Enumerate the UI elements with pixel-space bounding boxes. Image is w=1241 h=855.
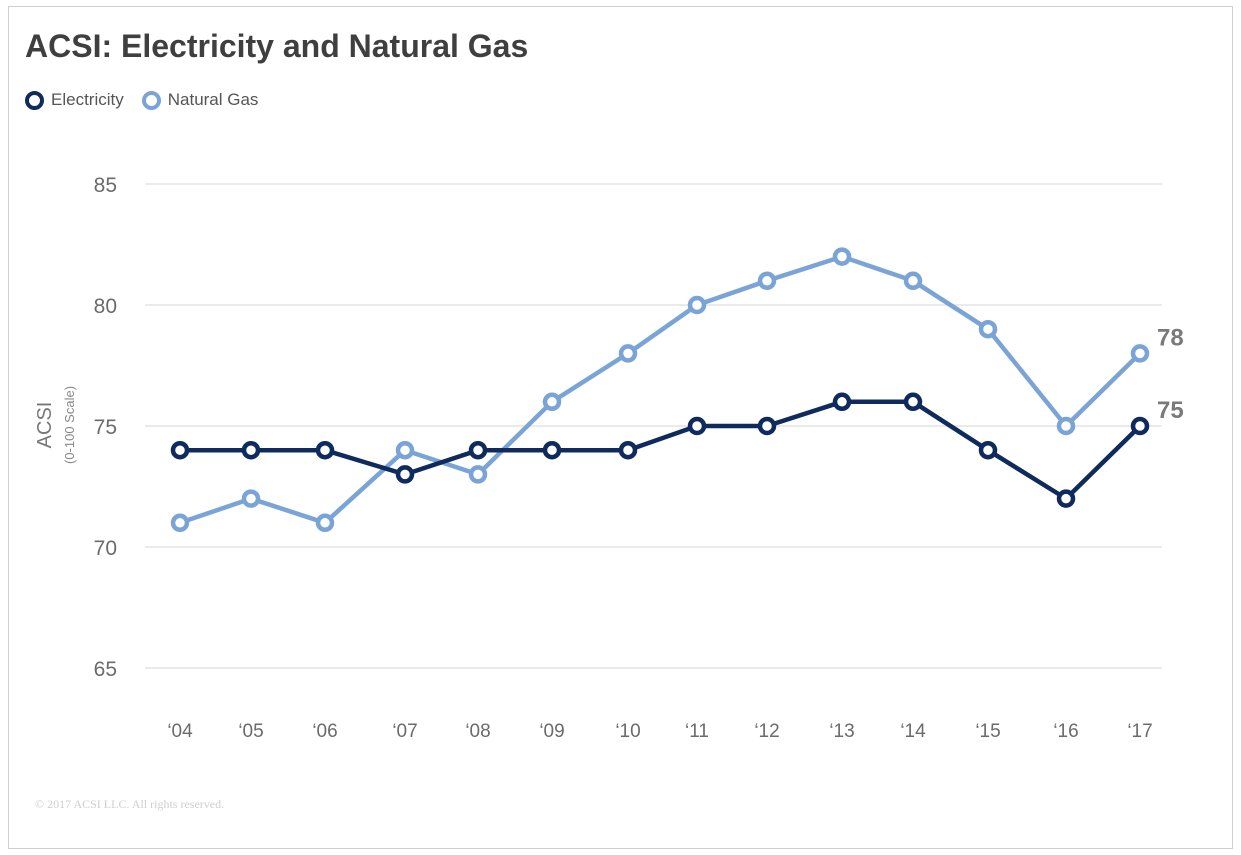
series-line-natural-gas — [179, 254, 1142, 526]
data-point-electricity — [978, 440, 998, 460]
data-point-natural-gas — [978, 319, 998, 339]
legend-marker-natural-gas — [141, 90, 161, 110]
chart-title: ACSI: Electricity and Natural Gas — [25, 28, 529, 64]
x-tick-label: ‘04 — [167, 721, 193, 742]
data-point-electricity — [832, 392, 852, 412]
data-point-natural-gas — [1130, 344, 1150, 363]
chart-frame — [8, 6, 1233, 849]
data-point-electricity — [757, 416, 777, 436]
x-tick-labels: ‘04 ‘05 ‘06 ‘07 ‘08 ‘09 ‘10 ‘11 ‘12 ‘13 ‘14 ‘15 ‘16 ‘… — [167, 721, 1152, 742]
end-label-natural-gas: 78 — [1157, 324, 1184, 351]
series-electricity: 75 — [170, 392, 1184, 508]
data-point-natural-gas — [315, 513, 335, 533]
data-point-electricity — [170, 440, 190, 460]
end-label-electricity: 75 — [1157, 397, 1184, 424]
y-axis-subtitle: (0-100 Scale) — [62, 386, 77, 464]
series-natural-gas: 78 — [170, 247, 1184, 533]
data-point-electricity — [315, 440, 335, 460]
data-point-electricity — [687, 416, 707, 436]
x-tick-label: ‘16 — [1053, 721, 1078, 742]
data-point-natural-gas — [241, 489, 261, 508]
x-tick-label: ‘14 — [900, 721, 926, 742]
x-tick-label: ‘10 — [615, 721, 640, 742]
x-tick-label: ‘05 — [238, 721, 263, 742]
x-tick-label: ‘12 — [754, 721, 779, 742]
legend-item-natural-gas: Natural Gas — [141, 90, 259, 110]
x-tick-label: ‘08 — [465, 721, 490, 742]
data-point-natural-gas — [903, 271, 923, 291]
data-point-electricity — [468, 440, 488, 460]
legend-label-natural-gas: Natural Gas — [167, 90, 259, 109]
data-point-electricity — [1130, 416, 1150, 436]
x-tick-label: ‘09 — [539, 721, 564, 742]
legend-item-electricity: Electricity — [25, 90, 124, 110]
x-tick-label: ‘13 — [829, 721, 854, 742]
data-point-electricity — [903, 392, 923, 412]
data-point-electricity — [241, 440, 261, 460]
y-tick-labels: 65 70 75 80 85 — [94, 174, 117, 681]
y-tick-label: 75 — [94, 416, 117, 439]
legend-marker-electricity — [25, 90, 44, 110]
data-point-natural-gas — [170, 513, 190, 533]
y-tick-label: 70 — [94, 537, 117, 560]
x-tick-label: ‘15 — [975, 721, 1000, 742]
x-tick-label: ‘17 — [1127, 721, 1152, 742]
x-tick-label: ‘07 — [392, 721, 417, 742]
data-point-natural-gas — [618, 344, 638, 363]
data-point-natural-gas — [542, 392, 562, 412]
data-point-natural-gas — [1056, 416, 1076, 436]
legend-label-electricity: Electricity — [51, 90, 124, 109]
data-point-natural-gas — [687, 295, 707, 315]
data-point-natural-gas — [395, 440, 415, 460]
y-tick-label: 80 — [94, 295, 117, 318]
y-tick-label: 85 — [94, 174, 117, 197]
data-point-natural-gas — [468, 465, 488, 484]
y-axis-title: ACSI — [34, 402, 56, 449]
series-line-electricity — [180, 399, 1142, 501]
data-point-natural-gas — [757, 271, 777, 291]
data-point-electricity — [1056, 489, 1076, 508]
data-point-electricity — [542, 440, 562, 460]
x-tick-label: ‘11 — [685, 721, 709, 742]
legend: Electricity Natural Gas — [25, 90, 258, 110]
data-point-natural-gas — [832, 247, 852, 266]
x-tick-label: ‘06 — [312, 721, 337, 742]
gridlines — [145, 183, 1162, 669]
y-tick-label: 65 — [94, 658, 117, 681]
copyright-text: © 2017 ACSI LLC. All rights reserved. — [35, 797, 225, 811]
data-point-electricity — [618, 440, 638, 460]
series-layer: 78 75 — [170, 247, 1184, 533]
data-point-electricity — [395, 465, 415, 484]
